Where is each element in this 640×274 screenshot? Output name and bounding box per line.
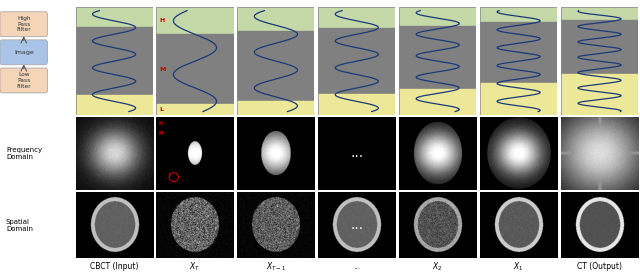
Bar bbox=[237, 101, 314, 115]
Text: ...: ... bbox=[350, 146, 364, 160]
Text: L: L bbox=[159, 107, 163, 112]
Bar bbox=[318, 95, 396, 115]
Text: $X_1$: $X_1$ bbox=[513, 260, 524, 273]
Bar bbox=[561, 20, 638, 74]
Text: ...: ... bbox=[353, 262, 360, 271]
Bar bbox=[480, 7, 557, 22]
Text: $X_T$: $X_T$ bbox=[189, 260, 200, 273]
Text: M: M bbox=[158, 131, 163, 136]
Text: M: M bbox=[159, 67, 166, 72]
Text: Frequency
Domain: Frequency Domain bbox=[6, 147, 42, 160]
Text: Spatial
Domain: Spatial Domain bbox=[6, 219, 33, 232]
Text: L: L bbox=[169, 173, 172, 177]
Bar bbox=[156, 7, 234, 34]
Bar bbox=[399, 7, 476, 26]
Text: Image: Image bbox=[14, 50, 34, 55]
Text: High
Pass
Filter: High Pass Filter bbox=[17, 16, 31, 33]
Bar bbox=[480, 22, 557, 82]
FancyBboxPatch shape bbox=[0, 68, 47, 93]
Text: Low
Pass
Filter: Low Pass Filter bbox=[17, 72, 31, 89]
Text: $X_2$: $X_2$ bbox=[433, 260, 443, 273]
Bar bbox=[237, 31, 314, 101]
FancyBboxPatch shape bbox=[0, 40, 47, 65]
Bar bbox=[156, 34, 234, 104]
Bar bbox=[561, 7, 638, 20]
Text: H: H bbox=[158, 121, 163, 126]
Bar bbox=[237, 7, 314, 31]
Text: H: H bbox=[159, 18, 164, 23]
Bar bbox=[76, 27, 152, 95]
Bar bbox=[399, 89, 476, 115]
Bar bbox=[76, 95, 152, 115]
Text: ...: ... bbox=[350, 218, 364, 232]
Text: $X_{T-1}$: $X_{T-1}$ bbox=[266, 260, 286, 273]
Bar bbox=[318, 28, 396, 95]
Bar bbox=[318, 7, 396, 28]
Text: CBCT (Input): CBCT (Input) bbox=[90, 262, 138, 271]
Bar bbox=[156, 104, 234, 115]
Bar bbox=[561, 74, 638, 115]
FancyBboxPatch shape bbox=[0, 12, 47, 37]
Bar bbox=[399, 26, 476, 89]
Bar bbox=[480, 82, 557, 115]
Bar bbox=[76, 7, 152, 27]
Text: CT (Output): CT (Output) bbox=[577, 262, 622, 271]
